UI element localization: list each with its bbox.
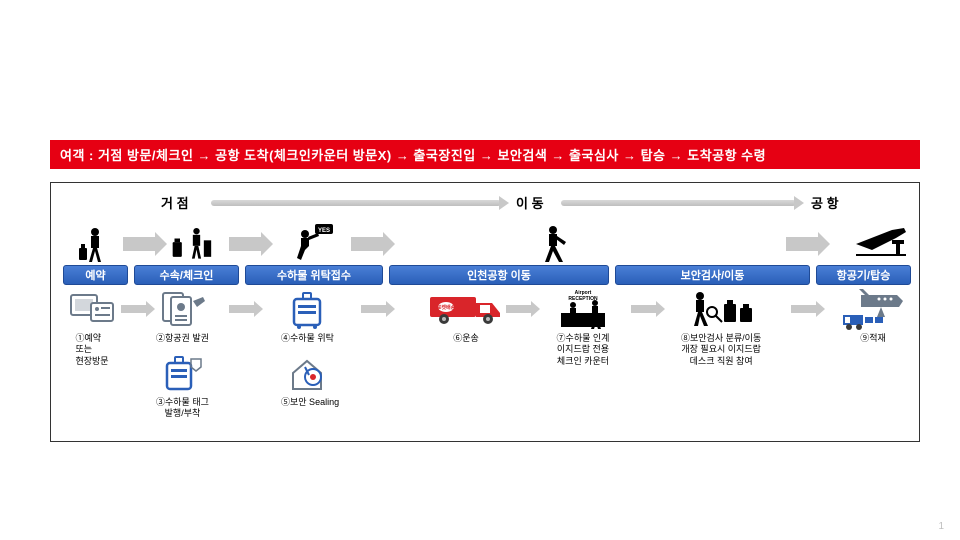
stage-1: 예약 xyxy=(63,265,128,285)
body-arrow-5 xyxy=(631,305,657,313)
sealing-icon xyxy=(285,351,335,395)
traveler-icon xyxy=(73,223,117,265)
step-8-label: ⑧보안검사 분류/이동 개장 필요시 이지드랍 데스크 직원 참여 xyxy=(681,333,761,367)
body-arrow-6 xyxy=(791,305,817,313)
svg-text:로켓배송: 로켓배송 xyxy=(437,304,456,311)
body-arrow-2 xyxy=(229,305,255,313)
top-arrow-4 xyxy=(786,237,820,251)
step-3: ③수하물 태그 발행/부착 xyxy=(156,351,209,420)
phase-label-1: 거 점 xyxy=(161,193,189,212)
phase-row: 거 점 이 동 공 항 xyxy=(61,191,909,219)
top-arrow-3 xyxy=(351,237,385,251)
phase-label-3: 공 항 xyxy=(811,193,839,212)
step-1-label: ①예약 또는 현장방문 xyxy=(75,333,108,367)
body-arrow-1 xyxy=(121,305,147,313)
step-1: ①예약 또는 현장방문 xyxy=(67,287,117,367)
stage-5: 보안검사/이동 xyxy=(615,265,810,285)
step-8: ⑧보안검사 분류/이동 개장 필요시 이지드랍 데스크 직원 참여 xyxy=(681,287,761,367)
steps-row: ①예약 또는 현장방문 ②항공권 발권 ③수하물 태그 발행/부착 ④수하물 위… xyxy=(61,287,909,407)
top-icon-row: YES xyxy=(61,223,909,265)
diagram-frame: 거 점 이 동 공 항 YES 예약 수속/체크인 수하물 위탁접수 인천공항 … xyxy=(50,182,920,442)
truck-icon: 로켓배송 xyxy=(426,287,506,331)
plane-depart-icon xyxy=(851,223,911,265)
checkin-icon xyxy=(169,223,213,265)
stage-4: 인천공항 이동 xyxy=(389,265,609,285)
stage-row: 예약 수속/체크인 수하물 위탁접수 인천공항 이동 보안검사/이동 항공기/탑… xyxy=(61,265,909,287)
loading-icon xyxy=(841,287,905,331)
top-arrow-1 xyxy=(123,237,157,251)
tag-icon xyxy=(157,351,207,395)
booking-icon xyxy=(67,287,117,331)
step-3-label: ③수하물 태그 발행/부착 xyxy=(156,397,209,420)
stage-6: 항공기/탑승 xyxy=(816,265,911,285)
page-number: 1 xyxy=(938,521,944,532)
step-2-label: ②항공권 발권 xyxy=(156,333,209,344)
phase-bar-1 xyxy=(211,200,501,206)
step-5: ⑤보안 Sealing xyxy=(281,351,339,408)
stage-3: 수하물 위탁접수 xyxy=(245,265,383,285)
step-4: ④수하물 위탁 xyxy=(281,287,334,344)
step-5-label: ⑤보안 Sealing xyxy=(281,397,339,408)
top-arrow-2 xyxy=(229,237,263,251)
walking-icon xyxy=(531,223,575,265)
body-arrow-3 xyxy=(361,305,387,313)
step-2: ②항공권 발권 xyxy=(156,287,209,344)
ticket-icon xyxy=(157,287,207,331)
step-4-label: ④수하물 위탁 xyxy=(281,333,334,344)
phase-bar-2 xyxy=(561,200,796,206)
svg-text:YES: YES xyxy=(318,228,330,234)
step-6: 로켓배송 ⑥운송 xyxy=(426,287,506,344)
step-9-label: ⑨적재 xyxy=(860,333,886,344)
step-6-label: ⑥운송 xyxy=(453,333,479,344)
phase-label-2: 이 동 xyxy=(516,193,544,212)
security-icon xyxy=(686,287,756,331)
reception-icon: AirportRECEPTION xyxy=(551,287,615,331)
baggage-icon xyxy=(282,287,332,331)
step-7-label: ⑦수하물 인계 이지드랍 전용 체크인 카운터 xyxy=(557,333,610,367)
step-9: ⑨적재 xyxy=(841,287,905,344)
yes-icon: YES xyxy=(291,223,335,265)
stage-2: 수속/체크인 xyxy=(134,265,239,285)
body-arrow-4 xyxy=(506,305,532,313)
step-7: AirportRECEPTION ⑦수하물 인계 이지드랍 전용 체크인 카운터 xyxy=(551,287,615,367)
process-banner: 여객 : 거점 방문/체크인 → 공항 도착(체크인카운터 방문X) → 출국장… xyxy=(50,140,920,169)
